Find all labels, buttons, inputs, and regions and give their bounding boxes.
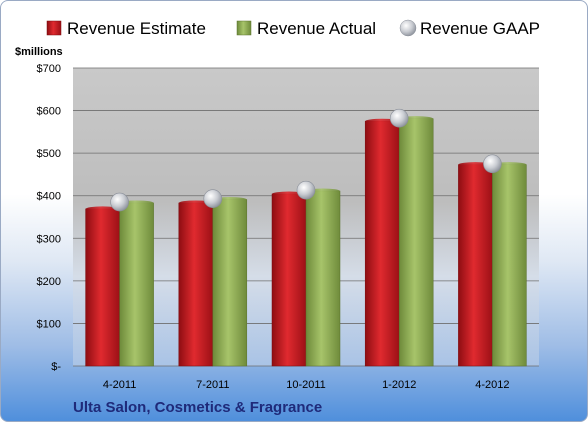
y-tick-label: $200 (37, 276, 61, 288)
y-axis-unit-label: $millions (15, 46, 63, 58)
bar-revenue-estimate (364, 120, 400, 367)
y-tick-label: $500 (37, 148, 61, 160)
bar-revenue-actual (212, 199, 248, 367)
y-tick-label: $100 (37, 318, 61, 330)
legend-label-revenue-gaap: Revenue GAAP (420, 19, 540, 38)
bar-revenue-actual (305, 190, 341, 367)
company-name: Ulta Salon, Cosmetics & Fragrance (73, 399, 322, 416)
y-tick-label: $400 (37, 191, 61, 203)
legend-swatch-revenue-estimate (46, 20, 62, 36)
marker-revenue-gaap (389, 108, 409, 128)
x-tick-label: 4-2012 (475, 379, 509, 391)
x-tick-label: 10-2011 (286, 379, 326, 391)
x-tick-label: 7-2011 (196, 379, 229, 391)
marker-revenue-gaap (483, 154, 502, 174)
y-tick-label: $- (51, 361, 61, 373)
bar-revenue-estimate (178, 202, 214, 367)
legend-label-revenue-estimate: Revenue Estimate (67, 19, 206, 38)
x-tick-label: 1-2012 (382, 379, 416, 391)
bar-revenue-actual (398, 118, 434, 367)
legend-item-revenue-gaap: Revenue GAAP (399, 19, 540, 38)
y-tick-label: $600 (37, 106, 61, 118)
marker-revenue-gaap (110, 192, 129, 212)
y-tick-label: $300 (37, 233, 61, 245)
legend-swatch-revenue-actual (236, 20, 252, 36)
legend-item-revenue-actual: Revenue Actual (236, 19, 376, 38)
legend: Revenue Estimate Revenue Actual Revenue … (46, 19, 540, 38)
bar-revenue-estimate (458, 164, 493, 367)
bar-revenue-estimate (85, 208, 120, 367)
marker-revenue-gaap (203, 189, 223, 208)
bar-revenue-actual (119, 202, 154, 367)
legend-label-revenue-actual: Revenue Actual (257, 19, 376, 38)
marker-revenue-gaap (296, 180, 316, 200)
y-tick-label: $700 (37, 63, 61, 75)
legend-marker-revenue-gaap (399, 19, 417, 37)
legend-item-revenue-estimate: Revenue Estimate (46, 19, 206, 38)
x-tick-label: 4-2011 (103, 379, 136, 391)
bar-revenue-estimate (271, 193, 307, 367)
y-axis: $- $100 $200 $300 $400 $500 $600 $700 (37, 63, 62, 373)
bar-revenue-actual (492, 164, 527, 367)
gaap-markers (110, 108, 502, 212)
bar-series (85, 116, 527, 367)
x-axis: 4-2011 7-2011 10-2011 1-2012 4-2012 (103, 379, 510, 391)
bar-top-revenue-estimate (85, 206, 120, 212)
